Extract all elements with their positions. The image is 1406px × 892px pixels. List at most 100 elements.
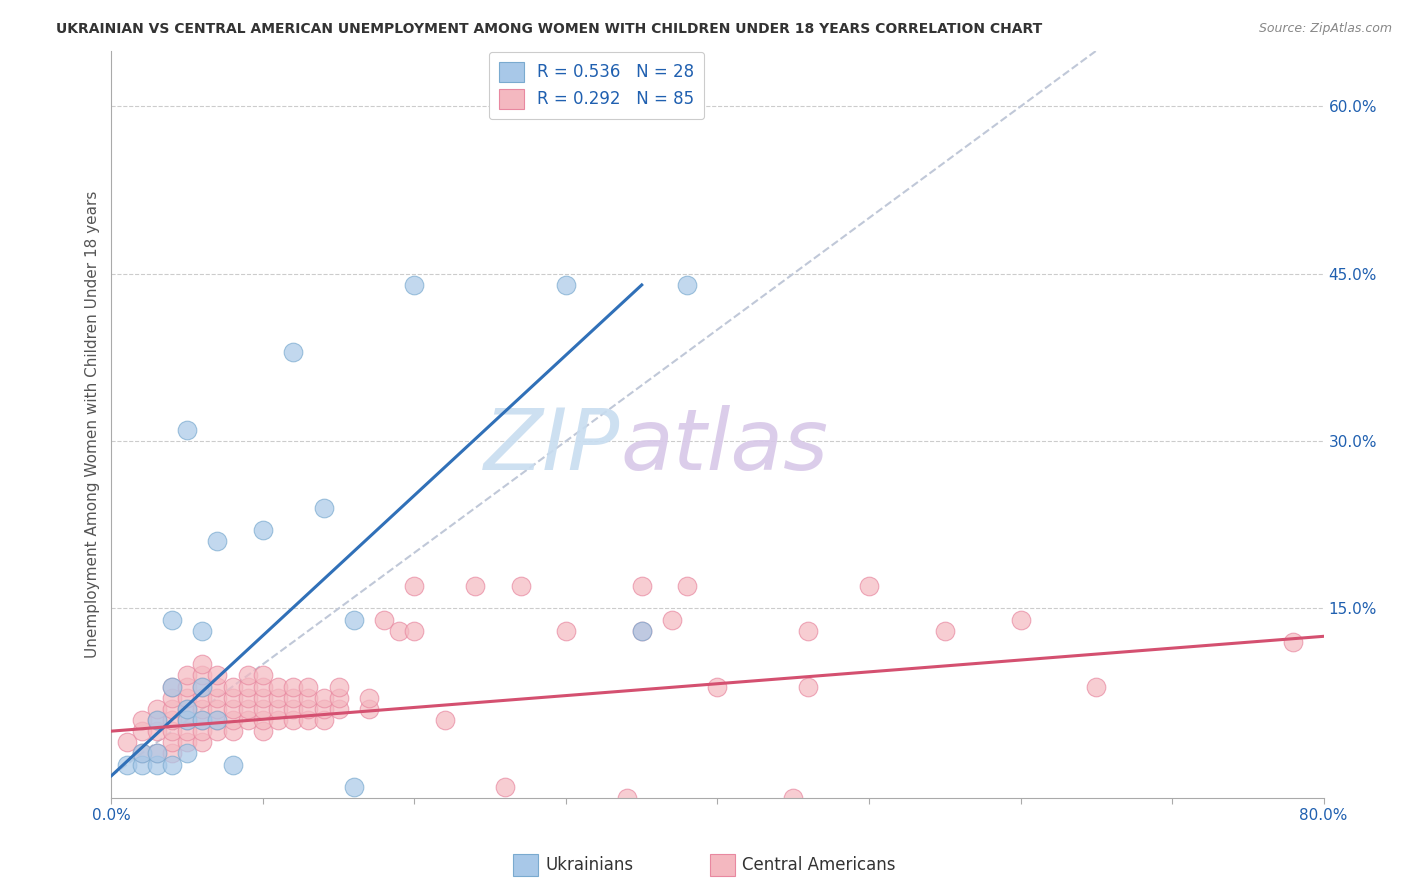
Y-axis label: Unemployment Among Women with Children Under 18 years: Unemployment Among Women with Children U…	[86, 191, 100, 658]
Point	[176, 702, 198, 716]
Point	[555, 624, 578, 638]
Point	[297, 713, 319, 727]
Point	[616, 791, 638, 805]
Point	[676, 579, 699, 593]
Point	[221, 724, 243, 739]
Point	[706, 680, 728, 694]
Point	[797, 680, 820, 694]
Point	[252, 713, 274, 727]
Point	[252, 680, 274, 694]
Point	[176, 735, 198, 749]
Point	[373, 613, 395, 627]
Point	[630, 579, 652, 593]
Point	[131, 747, 153, 761]
Point	[934, 624, 956, 638]
Point	[221, 757, 243, 772]
Point	[146, 747, 169, 761]
Point	[207, 713, 229, 727]
Point	[131, 713, 153, 727]
Point	[207, 724, 229, 739]
Point	[630, 624, 652, 638]
Point	[176, 423, 198, 437]
Point	[191, 713, 214, 727]
Point	[191, 668, 214, 682]
Point	[131, 747, 153, 761]
Point	[267, 680, 290, 694]
Point	[191, 657, 214, 672]
Point	[1010, 613, 1032, 627]
Point	[630, 624, 652, 638]
Point	[131, 724, 153, 739]
Point	[283, 680, 305, 694]
Point	[160, 724, 183, 739]
Point	[404, 624, 426, 638]
Point	[328, 702, 350, 716]
Point	[328, 690, 350, 705]
Point	[115, 757, 138, 772]
Text: Central Americans: Central Americans	[742, 855, 896, 874]
Legend: R = 0.536   N = 28, R = 0.292   N = 85: R = 0.536 N = 28, R = 0.292 N = 85	[488, 52, 704, 119]
Point	[131, 757, 153, 772]
Point	[160, 702, 183, 716]
Point	[404, 579, 426, 593]
Point	[146, 713, 169, 727]
Point	[283, 702, 305, 716]
Point	[357, 702, 380, 716]
Point	[191, 680, 214, 694]
Point	[221, 713, 243, 727]
Point	[191, 690, 214, 705]
Point	[160, 747, 183, 761]
Point	[297, 680, 319, 694]
Point	[782, 791, 804, 805]
Point	[221, 680, 243, 694]
Point	[176, 747, 198, 761]
Point	[661, 613, 683, 627]
Point	[160, 690, 183, 705]
Point	[160, 713, 183, 727]
Point	[176, 680, 198, 694]
Point	[509, 579, 531, 593]
Point	[1085, 680, 1108, 694]
Point	[207, 534, 229, 549]
Point	[267, 702, 290, 716]
Point	[191, 724, 214, 739]
Point	[207, 713, 229, 727]
Point	[176, 713, 198, 727]
Point	[1282, 635, 1305, 649]
Point	[312, 690, 335, 705]
Point	[191, 680, 214, 694]
Point	[221, 702, 243, 716]
Point	[207, 702, 229, 716]
Point	[252, 702, 274, 716]
Point	[312, 702, 335, 716]
Point	[267, 690, 290, 705]
Point	[433, 713, 456, 727]
Point	[146, 724, 169, 739]
Text: atlas: atlas	[620, 405, 828, 488]
Point	[176, 702, 198, 716]
Point	[283, 344, 305, 359]
Point	[328, 680, 350, 694]
Point	[191, 735, 214, 749]
Point	[283, 690, 305, 705]
Point	[858, 579, 880, 593]
Point	[146, 702, 169, 716]
Point	[267, 713, 290, 727]
Point	[115, 735, 138, 749]
Point	[404, 277, 426, 292]
Point	[160, 735, 183, 749]
Point	[191, 624, 214, 638]
Point	[176, 668, 198, 682]
Point	[146, 713, 169, 727]
Point	[236, 668, 259, 682]
Point	[221, 690, 243, 705]
Point	[146, 757, 169, 772]
Point	[160, 613, 183, 627]
Point	[207, 668, 229, 682]
Point	[252, 690, 274, 705]
Point	[343, 613, 366, 627]
Point	[207, 680, 229, 694]
Point	[160, 680, 183, 694]
Point	[236, 680, 259, 694]
Point	[494, 780, 516, 794]
